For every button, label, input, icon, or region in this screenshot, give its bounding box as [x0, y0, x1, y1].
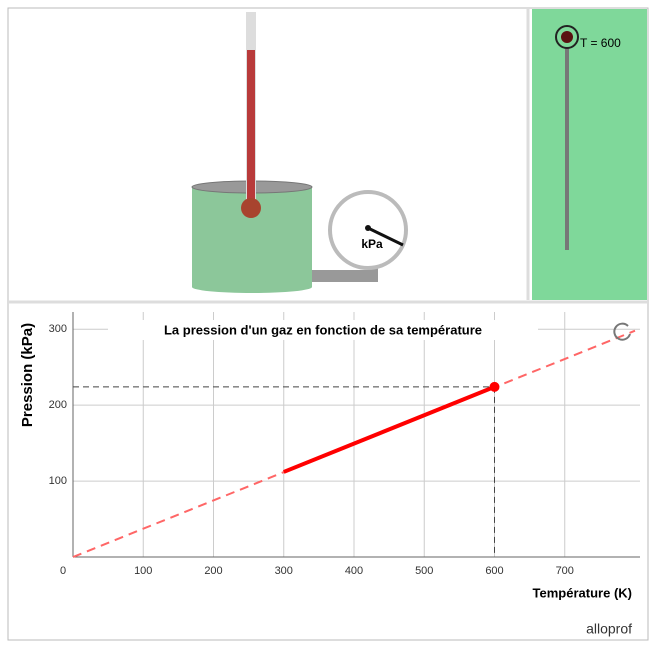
x-tick-label: 0: [60, 565, 66, 577]
x-tick-label: 600: [485, 565, 503, 577]
chart: 0 100 200 300 400 500 600 700 100 200 300 La pressi…: [19, 312, 640, 600]
title-bg: [108, 320, 538, 340]
reset-icon: [613, 322, 631, 341]
x-axis-label: Température (K): [533, 585, 632, 600]
x-tick-label: 300: [275, 565, 293, 577]
x-tick-label: 200: [204, 565, 222, 577]
brand: alloprof: [586, 621, 632, 637]
x-tick-label: 500: [415, 565, 433, 577]
point: [489, 381, 500, 392]
series-line: [283, 385, 496, 474]
y-tick-label: 200: [49, 399, 67, 411]
gauge-unit: kPa: [361, 237, 383, 251]
x-tick-label: 400: [345, 565, 363, 577]
x-tick-label: 700: [556, 565, 574, 577]
cylinder: [192, 281, 312, 293]
y-tick-label: 100: [49, 475, 67, 487]
x-tick-label: 100: [134, 565, 152, 577]
chart-title: La pression d'un gaz en fonction de sa t…: [164, 322, 482, 337]
thermometer-fluid: [247, 50, 255, 205]
pipe: [312, 262, 378, 282]
y-tick-label: 300: [49, 323, 67, 335]
slider-panel: [532, 9, 647, 300]
y-axis-label: Pression (kPa): [19, 323, 36, 427]
thermometer-bulb: [241, 198, 261, 218]
gauge-needle: [367, 226, 404, 247]
slider-label: T = 600: [580, 36, 621, 50]
gauge-pivot: [365, 225, 371, 231]
slider-knob: [561, 31, 573, 43]
